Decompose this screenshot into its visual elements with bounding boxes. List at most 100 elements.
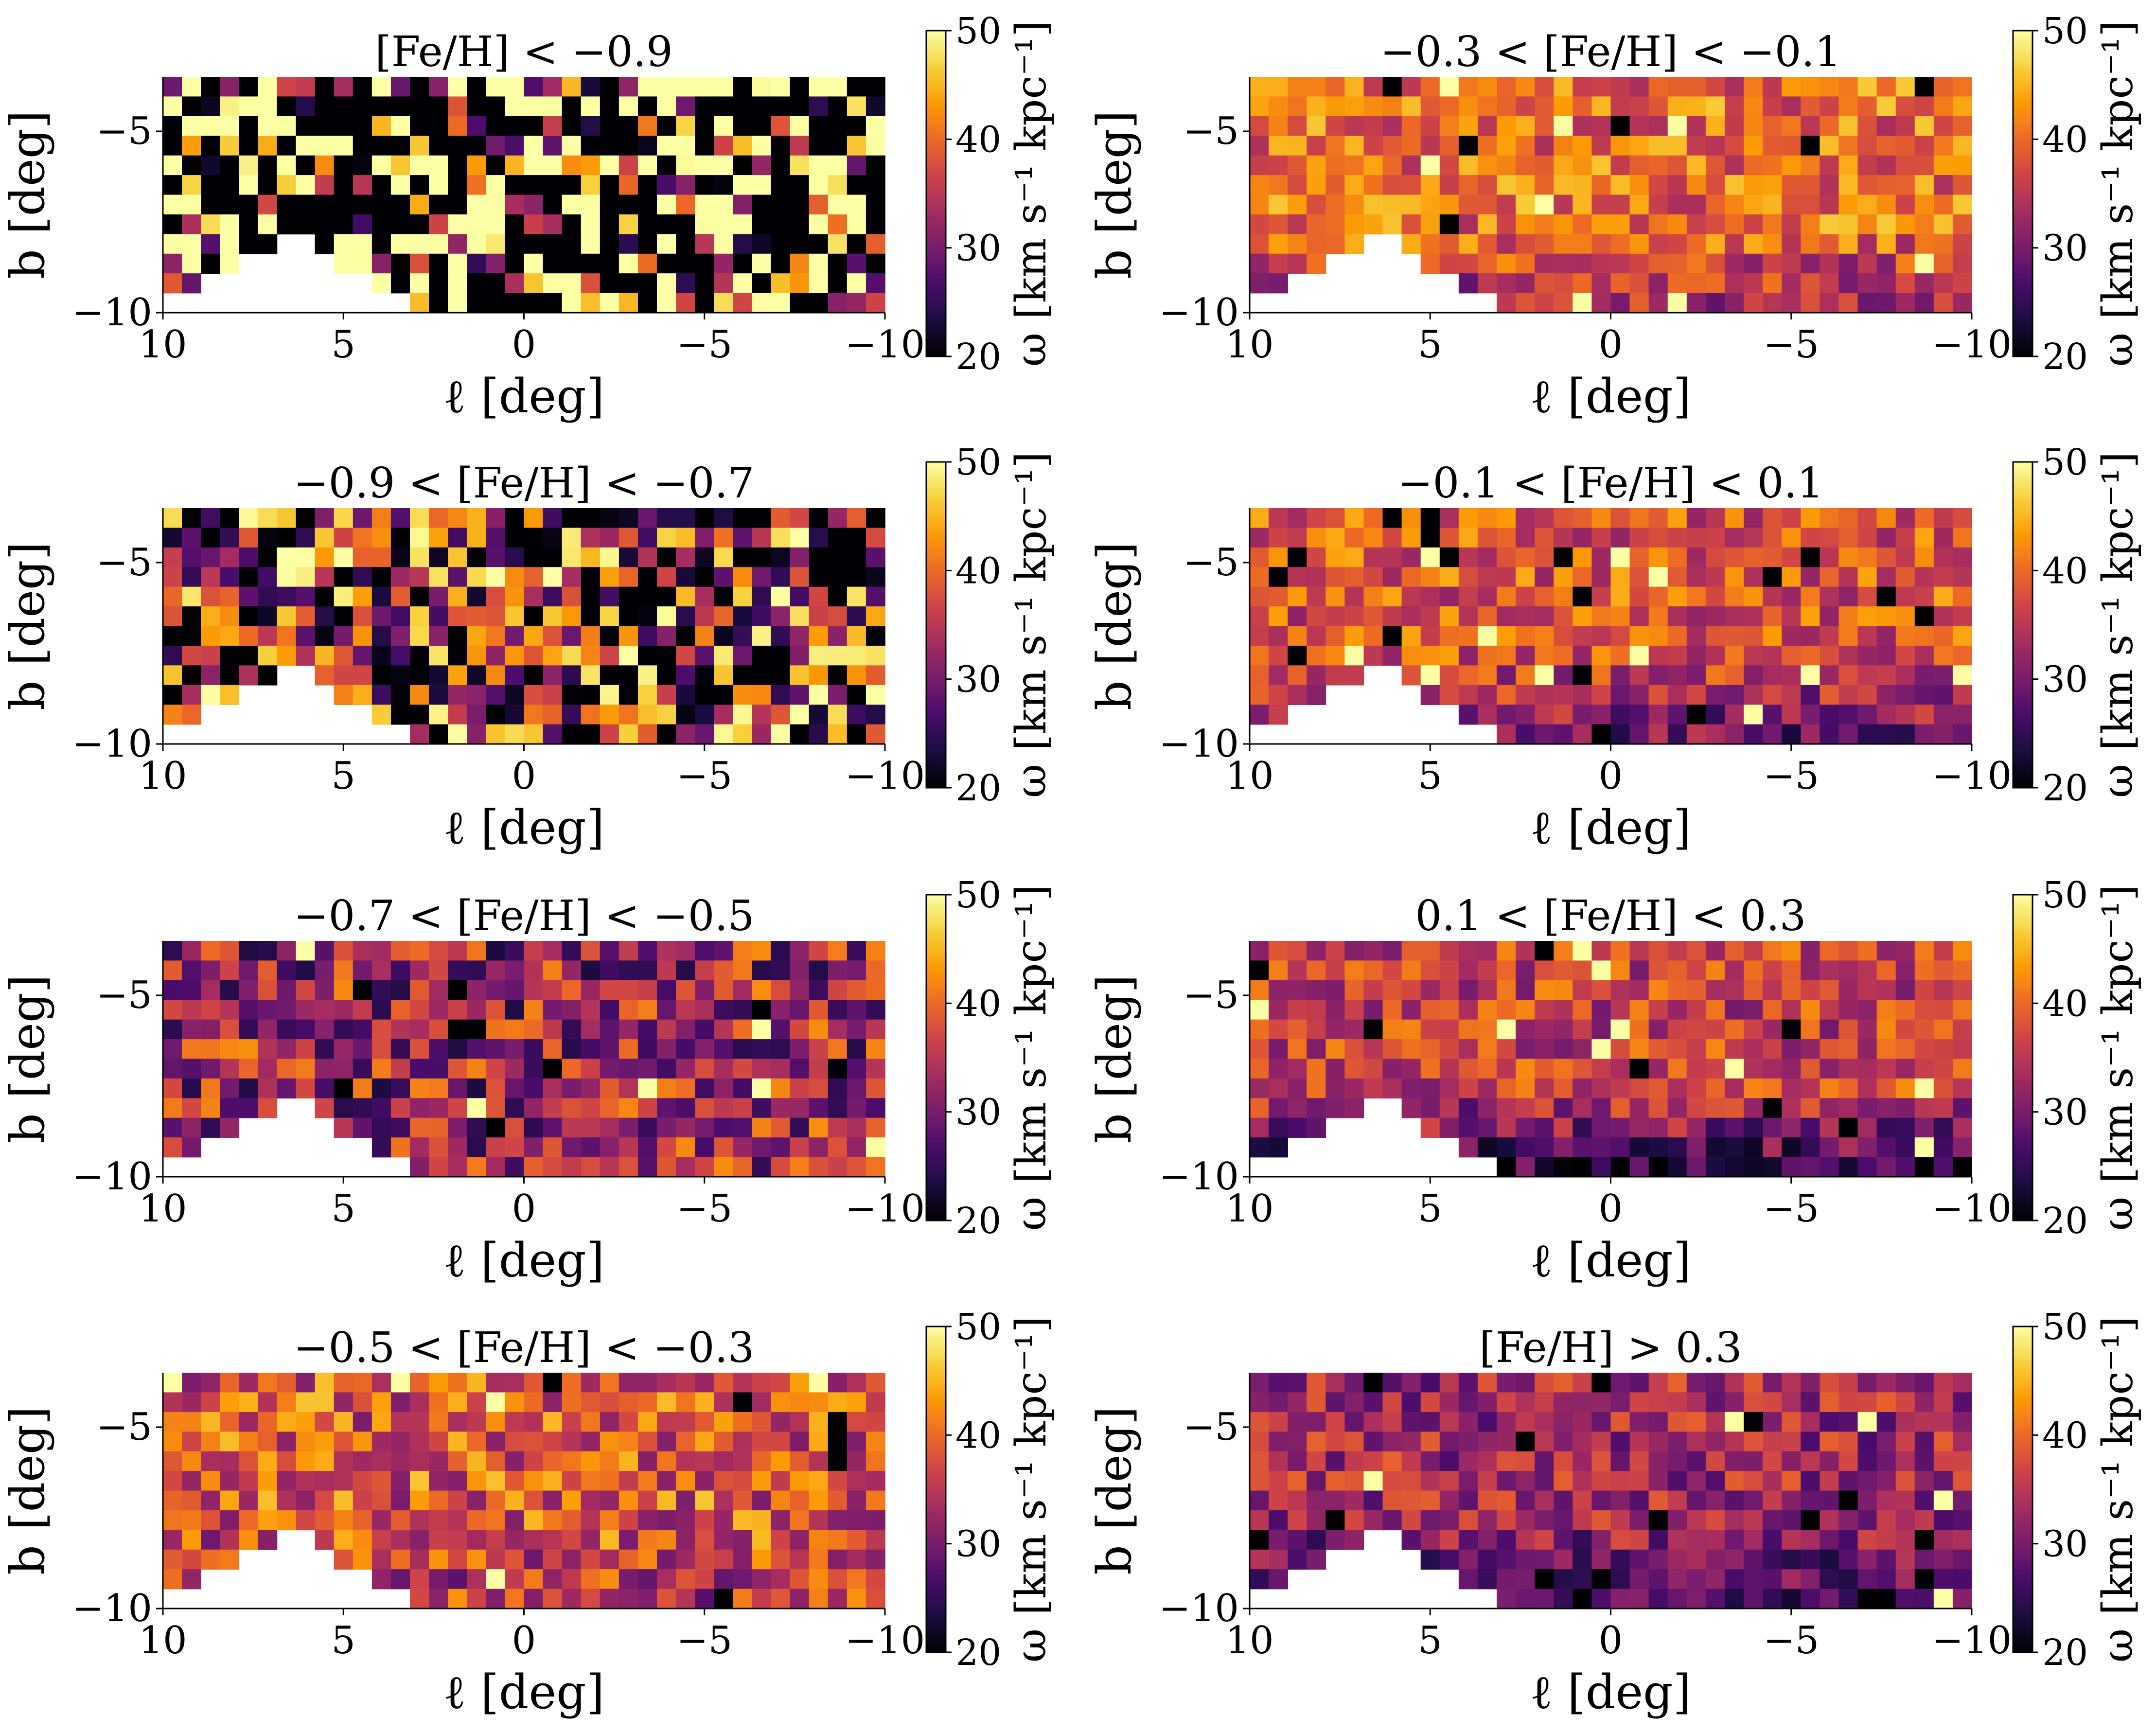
x-tick-label: −10: [845, 323, 925, 367]
y-tick-label: −10: [1159, 1587, 1239, 1630]
heatmap-cell: [390, 528, 410, 548]
heatmap-cell: [1744, 1530, 1763, 1550]
colorbar-tick-label: 40: [955, 1415, 1001, 1456]
heatmap-cell: [695, 214, 715, 235]
heatmap-cell: [1610, 1137, 1630, 1158]
heatmap-cell: [1591, 1589, 1611, 1609]
heatmap-cell: [486, 1392, 506, 1413]
heatmap-cell: [562, 96, 582, 117]
heatmap-cell: [1667, 1078, 1687, 1099]
heatmap-cell: [1705, 175, 1725, 195]
heatmap-cell: [1554, 136, 1573, 156]
heatmap-cell: [1269, 1412, 1288, 1432]
heatmap-cell: [714, 77, 734, 97]
heatmap-cell: [828, 1117, 848, 1138]
colorbar-tick-label: 40: [2042, 983, 2088, 1025]
heatmap-cell: [1516, 77, 1535, 97]
heatmap-cell: [581, 685, 601, 705]
heatmap-cell: [1516, 214, 1535, 235]
heatmap-cell: [733, 1471, 753, 1491]
heatmap-cell: [334, 1392, 353, 1413]
heatmap-cell: [1325, 1098, 1345, 1118]
heatmap-cell: [676, 1392, 696, 1413]
heatmap-cell: [733, 1373, 753, 1393]
x-tick-label: 0: [1599, 754, 1623, 798]
heatmap-cell: [1933, 1530, 1953, 1550]
heatmap-cell: [1591, 77, 1611, 97]
heatmap-cell: [1458, 1059, 1478, 1079]
x-axis-label: ℓ [deg]: [443, 1665, 604, 1719]
heatmap-cell: [353, 606, 372, 627]
heatmap-cell: [1458, 508, 1478, 529]
heatmap-cell: [866, 567, 885, 587]
heatmap-cell: [1895, 1451, 1915, 1471]
heatmap-cell: [1250, 1432, 1269, 1452]
heatmap-cell: [1952, 941, 1972, 961]
heatmap-cell: [657, 528, 676, 548]
heatmap-cell: [1914, 1157, 1934, 1177]
heatmap-cell: [828, 1059, 848, 1079]
heatmap-cell: [562, 547, 582, 568]
heatmap-cell: [1535, 1039, 1555, 1060]
heatmap-cell: [1497, 941, 1516, 961]
heatmap-cell: [334, 685, 353, 705]
heatmap-cell: [1610, 508, 1630, 529]
heatmap-cell: [1744, 136, 1763, 156]
heatmap-cell: [1554, 1000, 1573, 1020]
heatmap-cell: [1629, 705, 1649, 725]
heatmap-cell: [467, 136, 487, 156]
heatmap-cell: [1554, 586, 1573, 607]
heatmap-cell: [1477, 1490, 1497, 1511]
heatmap-cell: [390, 705, 410, 725]
heatmap-cell: [695, 1510, 715, 1531]
heatmap-cell: [1610, 941, 1630, 961]
heatmap-cell: [239, 528, 259, 548]
heatmap-cell: [543, 1569, 563, 1590]
heatmap-cell: [182, 1530, 201, 1550]
heatmap-cell: [1250, 1569, 1269, 1590]
heatmap-cell: [429, 626, 448, 646]
heatmap-cell: [296, 116, 316, 137]
heatmap-cell: [1857, 724, 1877, 744]
heatmap-cell: [1782, 724, 1802, 744]
heatmap-cell: [562, 293, 582, 313]
heatmap-cell: [1477, 508, 1497, 529]
heatmap-cell: [581, 1098, 601, 1118]
heatmap-cell: [1288, 1490, 1308, 1511]
heatmap-cell: [1344, 1432, 1364, 1452]
heatmap-cell: [1344, 980, 1364, 1001]
heatmap-cell: [1535, 214, 1555, 235]
heatmap-cell: [1744, 960, 1763, 981]
heatmap-cell: [600, 214, 619, 235]
heatmap-cell: [600, 1490, 619, 1511]
heatmap-cell: [1857, 1549, 1877, 1570]
heatmap-cell: [1857, 528, 1877, 548]
heatmap-cell: [733, 96, 753, 117]
heatmap-cell: [1801, 1412, 1820, 1432]
heatmap-cell: [1307, 960, 1326, 981]
heatmap-cell: [277, 1059, 297, 1079]
heatmap-cell: [581, 1078, 601, 1099]
heatmap-cell: [353, 567, 372, 587]
heatmap-cell: [1933, 116, 1953, 137]
heatmap-cell: [524, 586, 544, 607]
heatmap-cell: [1952, 1530, 1972, 1550]
heatmap-cell: [714, 214, 734, 235]
heatmap-cell: [809, 234, 829, 254]
heatmap-cell: [486, 724, 506, 744]
heatmap-cell: [714, 195, 734, 215]
heatmap-cell: [790, 214, 810, 235]
heatmap-cell: [581, 1019, 601, 1040]
heatmap-cell: [1820, 1432, 1839, 1452]
heatmap-cell: [505, 941, 525, 961]
heatmap-cell: [1477, 253, 1497, 274]
heatmap-cell: [1535, 77, 1555, 97]
heatmap-cell: [1382, 1078, 1402, 1099]
heatmap-cell: [1382, 1059, 1402, 1079]
x-tick-label: −10: [1932, 1187, 2012, 1231]
heatmap-cell: [1401, 547, 1421, 568]
heatmap-cell: [695, 960, 715, 981]
heatmap-cell: [1497, 1569, 1516, 1590]
heatmap-cell: [410, 155, 429, 176]
heatmap-cell: [448, 175, 468, 195]
